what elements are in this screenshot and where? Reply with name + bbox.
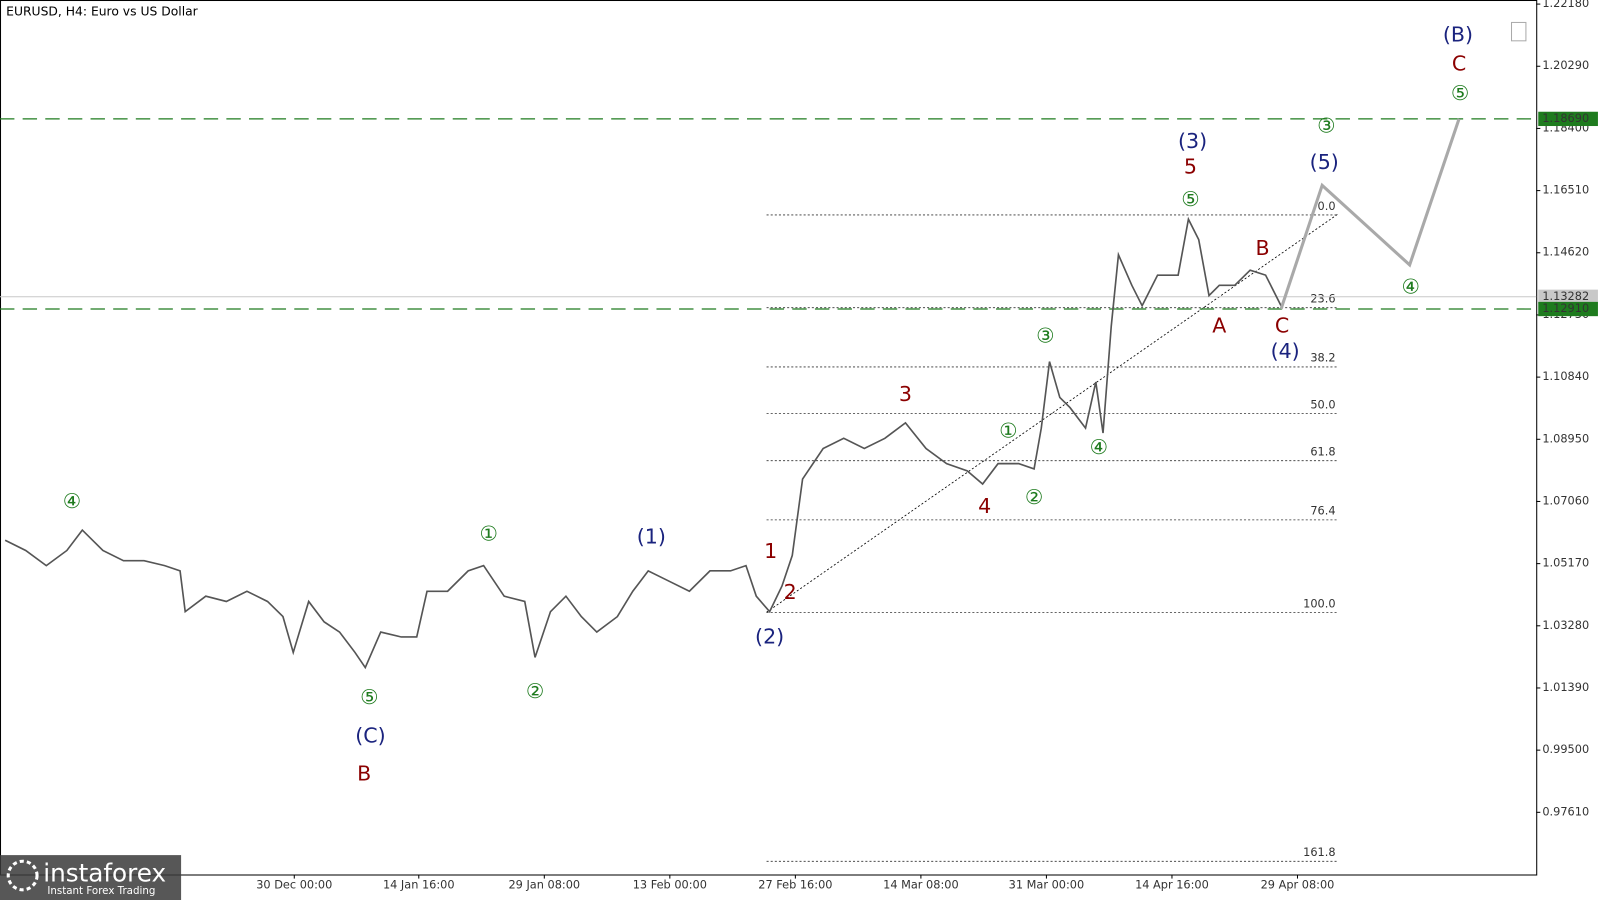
y-tick-label: 1.03280 <box>1542 619 1589 632</box>
wave-label: 5 <box>1184 154 1197 178</box>
wave-label: 1 <box>764 539 777 563</box>
wave-label: ② <box>1025 485 1043 509</box>
fib-label: 50.0 <box>1310 398 1335 411</box>
fib-label: 0.0 <box>1318 200 1336 213</box>
y-tick-label: 1.05170 <box>1542 557 1589 570</box>
wave-label: ③ <box>1036 324 1054 348</box>
x-tick-label: 27 Feb 16:00 <box>758 879 832 892</box>
y-tick-label: 1.07060 <box>1542 494 1589 507</box>
wave-label: ① <box>999 419 1017 443</box>
trend-line <box>766 213 1338 613</box>
wave-label: ⑤ <box>1451 81 1469 105</box>
price-box-label: 1.18690 <box>1542 112 1589 125</box>
x-tick-label: 31 Mar 00:00 <box>1009 879 1085 892</box>
y-tick-label: 1.10840 <box>1542 370 1589 383</box>
wave-label: (5) <box>1310 150 1339 174</box>
wave-label: C <box>1452 51 1466 75</box>
x-tick-label: 30 Dec 00:00 <box>256 879 332 892</box>
y-tick-label: 1.20290 <box>1542 59 1589 72</box>
fib-label: 161.8 <box>1303 846 1335 859</box>
y-tick-label: 1.08950 <box>1542 432 1589 445</box>
price-line <box>4 216 1282 670</box>
y-tick-label: 1.16510 <box>1542 184 1589 197</box>
x-tick-label: 14 Jan 16:00 <box>383 879 455 892</box>
wave-label: B <box>357 762 371 786</box>
price-box-label: 1.12910 <box>1542 302 1589 315</box>
forecast-line <box>1279 118 1461 310</box>
wave-label: ④ <box>1090 435 1108 459</box>
price-box-label: 1.13282 <box>1542 290 1589 303</box>
x-tick-label: 14 Apr 16:00 <box>1135 879 1209 892</box>
wave-label: C <box>1275 314 1289 338</box>
x-tick-label: 29 Apr 08:00 <box>1261 879 1335 892</box>
wave-label: ① <box>480 522 498 546</box>
y-tick-label: 0.97610 <box>1542 805 1589 818</box>
fib-label: 23.6 <box>1310 293 1335 306</box>
wave-label: (3) <box>1178 129 1207 153</box>
wave-label: ④ <box>1401 275 1419 299</box>
wave-label: ⑤ <box>1181 187 1199 211</box>
chart-title: EURUSD, H4: Euro vs US Dollar <box>6 5 199 19</box>
logo-icon <box>6 859 39 892</box>
price-box <box>1538 289 1598 304</box>
wave-label: 3 <box>899 382 912 406</box>
wave-label: 2 <box>784 580 797 604</box>
fib-label: 76.4 <box>1310 505 1335 518</box>
wave-label: ② <box>526 679 544 703</box>
plot-frame <box>0 0 1538 876</box>
wave-label: (1) <box>637 525 666 549</box>
wave-label: ③ <box>1317 114 1335 138</box>
wave-label: ⑤ <box>360 685 378 709</box>
logo: instaforex Instant Forex Trading <box>0 855 182 900</box>
x-tick-label: 13 Feb 00:00 <box>633 879 707 892</box>
y-tick-label: 1.14620 <box>1542 246 1589 259</box>
logo-tagline: Instant Forex Trading <box>47 885 155 897</box>
x-tick-label: 29 Jan 08:00 <box>508 879 580 892</box>
wave-label: (C) <box>355 724 385 748</box>
wave-label: B <box>1255 236 1269 260</box>
wave-label: (4) <box>1271 339 1300 363</box>
fib-label: 100.0 <box>1303 598 1335 611</box>
wave-label: (2) <box>755 625 784 649</box>
fib-label: 61.8 <box>1310 446 1335 459</box>
y-tick-label: 1.22180 <box>1542 0 1589 10</box>
logo-name: instaforex <box>43 859 166 888</box>
panel-button[interactable] <box>1510 21 1527 42</box>
wave-label: 4 <box>978 494 991 518</box>
price-box <box>1538 301 1598 317</box>
price-box <box>1538 111 1598 127</box>
x-tick-label: 14 Mar 08:00 <box>883 879 959 892</box>
y-tick-label: 1.01390 <box>1542 681 1589 694</box>
wave-label: A <box>1212 314 1226 338</box>
fib-label: 38.2 <box>1310 352 1335 365</box>
y-tick-label: 0.99500 <box>1542 743 1589 756</box>
wave-label: ④ <box>63 489 81 513</box>
wave-label: (B) <box>1443 23 1473 47</box>
